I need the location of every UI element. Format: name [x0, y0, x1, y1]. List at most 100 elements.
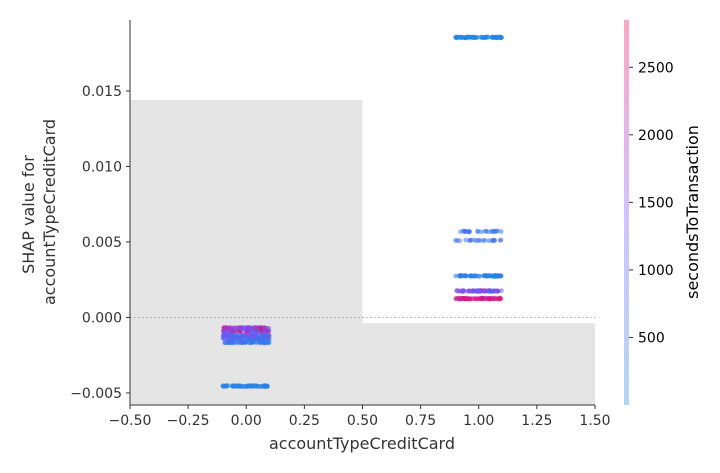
x-tick-label: 0.50 [347, 413, 378, 429]
x-tick-label: −0.25 [167, 413, 210, 429]
scatter-point [457, 238, 462, 244]
x-tick-label: −0.50 [109, 413, 152, 429]
scatter-point [224, 383, 229, 389]
colorbar: 500 1000 1500 2000 2500 secondsToTransaction [624, 20, 702, 405]
scatter-point [237, 325, 243, 331]
colorbar-ticks: 500 1000 1500 2000 2500 [629, 60, 674, 346]
scatter-point [460, 289, 465, 294]
x-tick-label: 1.25 [521, 413, 552, 429]
histogram-bar [130, 100, 363, 406]
scatter-point [220, 333, 226, 339]
scatter-point [265, 384, 270, 389]
scatter-point [466, 229, 471, 235]
scatter-point [248, 383, 254, 389]
scatter-point [486, 296, 492, 301]
y-tick-label: 0.010 [82, 159, 122, 175]
x-tick-label: 0.75 [405, 413, 436, 429]
y-tick-label: 0.000 [82, 310, 122, 326]
scatter-point [257, 332, 263, 338]
scatter-point [229, 340, 235, 346]
scatter-point [481, 289, 487, 294]
scatter-point [475, 229, 481, 235]
scatter-point [476, 296, 482, 301]
colorbar-tick-label: 500 [638, 330, 665, 346]
x-tick-label: 0.00 [231, 413, 262, 429]
scatter-point [480, 35, 486, 41]
scatter-point [235, 383, 240, 389]
y-tick-label: 0.015 [82, 84, 122, 100]
scatter-point [457, 273, 463, 278]
scatter-point [479, 229, 484, 235]
scatter-point [481, 238, 486, 244]
x-ticks: −0.50 −0.25 0.00 0.25 0.50 0.75 1.00 1.25 1.50 [109, 405, 611, 429]
y-ticks: −0.005 0.000 0.005 0.010 0.015 [70, 84, 130, 402]
scatter-point [493, 296, 499, 302]
scatter-point [461, 228, 466, 234]
scatter-point [463, 237, 469, 243]
scatter-point [477, 238, 483, 243]
scatter-point [244, 383, 250, 389]
x-tick-label: 1.50 [579, 413, 610, 429]
scatter-point [454, 288, 459, 293]
scatter-point [474, 288, 480, 293]
scatter-point [462, 273, 468, 279]
scatter-point [258, 325, 264, 331]
y-axis-label-line-2: accountTypeCreditCard [40, 119, 59, 305]
scatter-point [487, 289, 493, 294]
scatter-point [222, 340, 228, 346]
colorbar-tick-label: 2500 [638, 60, 674, 76]
scatter-point [464, 34, 470, 40]
colorbar-tick-label: 1000 [638, 263, 674, 279]
scatter-point [485, 34, 491, 40]
scatter-point [246, 340, 252, 346]
scatter-point [457, 296, 462, 302]
scatter-point [465, 288, 471, 294]
y-axis-label-line-1: SHAP value for [19, 155, 38, 274]
plot-axes: −0.50 −0.25 0.00 0.25 0.50 0.75 1.00 1.25 1.50 −… [70, 20, 611, 429]
scatter-point [460, 35, 466, 40]
scatter-point [468, 273, 473, 279]
colorbar-gradient [624, 20, 629, 405]
colorbar-label: secondsToTransaction [683, 125, 702, 299]
scatter-point [266, 325, 272, 331]
y-tick-label: −0.005 [70, 386, 122, 402]
scatter-point [230, 333, 235, 339]
scatter-point [492, 237, 498, 243]
scatter-point [491, 35, 496, 40]
scatter-point [473, 35, 478, 40]
colorbar-tick-label: 2000 [638, 128, 674, 144]
scatter-point [461, 296, 467, 301]
scatter-point [488, 273, 493, 279]
scatter-point [486, 238, 492, 244]
scatter-point [498, 229, 504, 234]
scatter-point [481, 273, 487, 279]
scatter-point [252, 333, 258, 338]
scatter-point [241, 333, 247, 338]
colorbar-tick-label: 1500 [638, 195, 674, 211]
scatter-point [241, 384, 247, 389]
scatter-point [469, 288, 474, 294]
scatter-point [454, 35, 460, 40]
scatter-point [234, 333, 240, 338]
scatter-point [224, 333, 230, 339]
scatter-point [465, 296, 471, 302]
y-tick-label: 0.005 [82, 235, 122, 251]
scatter-point [254, 340, 259, 346]
scatter-point [453, 273, 458, 279]
x-tick-label: 1.00 [463, 413, 494, 429]
scatter-point [264, 333, 270, 339]
scatter-point [231, 383, 237, 389]
histogram-bar [362, 323, 595, 405]
scatter-point [246, 325, 252, 331]
y-axis-label: SHAP value for accountTypeCreditCard [19, 119, 59, 305]
scatter-point [246, 333, 252, 339]
scatter-point [480, 296, 486, 301]
scatter-point [497, 237, 503, 243]
scatter-point [253, 325, 258, 331]
scatter-point [255, 383, 261, 389]
scatter-points [220, 34, 505, 389]
scatter-point [471, 237, 477, 243]
scatter-point [221, 325, 227, 331]
scatter-point [232, 325, 238, 331]
